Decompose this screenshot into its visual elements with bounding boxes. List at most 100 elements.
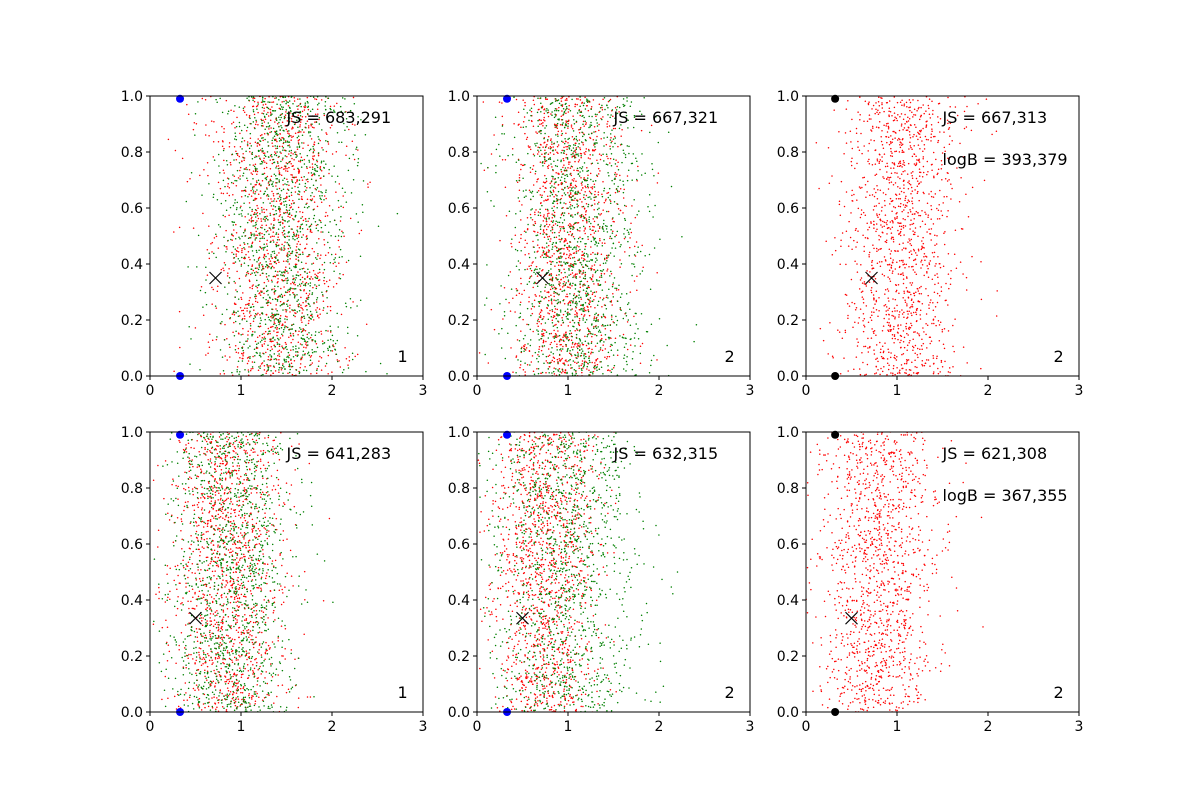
scatter-point	[556, 122, 559, 125]
scatter-point	[263, 233, 266, 236]
scatter-point	[217, 153, 220, 156]
scatter-point	[302, 267, 305, 270]
scatter-point	[307, 298, 309, 301]
scatter-point	[248, 168, 251, 171]
scatter-point	[320, 226, 323, 229]
scatter-point	[534, 293, 536, 296]
scatter-point	[261, 337, 264, 339]
scatter-point	[300, 317, 303, 319]
scatter-point	[557, 335, 559, 337]
scatter-point	[584, 335, 586, 338]
scatter-point	[560, 97, 562, 100]
scatter-point	[626, 303, 629, 306]
scatter-point	[289, 332, 292, 335]
scatter-point	[562, 189, 565, 191]
scatter-point	[530, 107, 533, 109]
scatter-point	[312, 184, 315, 187]
scatter-point	[298, 326, 301, 329]
scatter-point	[563, 142, 566, 145]
scatter-point	[302, 334, 304, 337]
scatter-point	[588, 216, 591, 218]
scatter-point	[236, 270, 238, 273]
scatter-point	[222, 267, 224, 270]
scatter-point	[280, 274, 282, 276]
scatter-point	[246, 303, 249, 305]
scatter-point	[259, 367, 261, 370]
scatter-point	[604, 324, 607, 327]
scatter-point	[565, 261, 568, 264]
scatter-point	[282, 227, 284, 229]
scatter-point	[590, 186, 592, 189]
scatter-point	[545, 254, 548, 256]
scatter-point	[540, 372, 542, 374]
scatter-point	[286, 140, 289, 143]
scatter-point	[597, 331, 600, 333]
scatter-point	[580, 154, 582, 157]
scatter-point	[344, 302, 347, 305]
scatter-point	[235, 351, 238, 354]
scatter-point	[275, 213, 278, 215]
scatter-point	[248, 312, 251, 314]
scatter-point	[286, 155, 288, 158]
scatter-point	[291, 179, 293, 181]
scatter-point	[601, 316, 603, 319]
scatter-point	[566, 173, 568, 176]
scatter-point	[286, 178, 288, 181]
scatter-point	[303, 191, 306, 193]
scatter-point	[311, 293, 313, 296]
scatter-point	[273, 154, 276, 156]
scatter-point	[326, 312, 328, 315]
scatter-point	[530, 119, 533, 122]
scatter-point	[568, 352, 571, 355]
scatter-point	[225, 246, 227, 248]
scatter-point	[268, 296, 271, 298]
scatter-point	[221, 111, 224, 114]
scatter-point	[255, 169, 257, 172]
scatter-point	[567, 339, 570, 342]
scatter-point	[252, 320, 255, 322]
scatter-point	[249, 142, 251, 145]
scatter-point	[263, 332, 265, 335]
scatter-point	[587, 292, 589, 295]
scatter-point	[331, 209, 334, 211]
scatter-point	[296, 243, 298, 245]
scatter-point	[601, 325, 603, 327]
scatter-point	[551, 310, 554, 313]
scatter-point	[208, 135, 210, 137]
scatter-point	[539, 214, 542, 217]
scatter-point	[589, 154, 591, 156]
scatter-point	[332, 340, 335, 342]
scatter-point	[555, 276, 557, 279]
scatter-point	[563, 253, 565, 256]
scatter-point	[637, 170, 639, 172]
scatter-point	[264, 155, 267, 158]
scatter-point	[542, 230, 545, 232]
scatter-point	[587, 174, 589, 176]
scatter-point	[587, 347, 589, 350]
scatter-point	[238, 260, 241, 262]
scatter-point	[573, 275, 575, 277]
scatter-point	[282, 157, 284, 159]
scatter-point	[604, 316, 607, 319]
scatter-point	[300, 306, 302, 309]
scatter-point	[635, 118, 637, 120]
scatter-point	[268, 233, 270, 236]
scatter-point	[225, 209, 228, 211]
scatter-point	[298, 172, 300, 174]
scatter-point	[543, 182, 546, 184]
scatter-point	[579, 276, 581, 278]
scatter-point	[278, 140, 281, 142]
scatter-point	[614, 127, 617, 130]
scatter-point	[255, 180, 258, 182]
scatter-point	[269, 178, 272, 181]
scatter-point	[603, 201, 606, 204]
scatter-point	[592, 280, 594, 283]
scatter-point	[566, 262, 569, 265]
scatter-point	[297, 240, 300, 243]
scatter-point	[530, 114, 532, 117]
scatter-point	[285, 102, 287, 105]
scatter-point	[265, 351, 267, 354]
scatter-point	[625, 312, 627, 314]
scatter-point	[310, 172, 313, 174]
scatter-point	[241, 148, 243, 150]
